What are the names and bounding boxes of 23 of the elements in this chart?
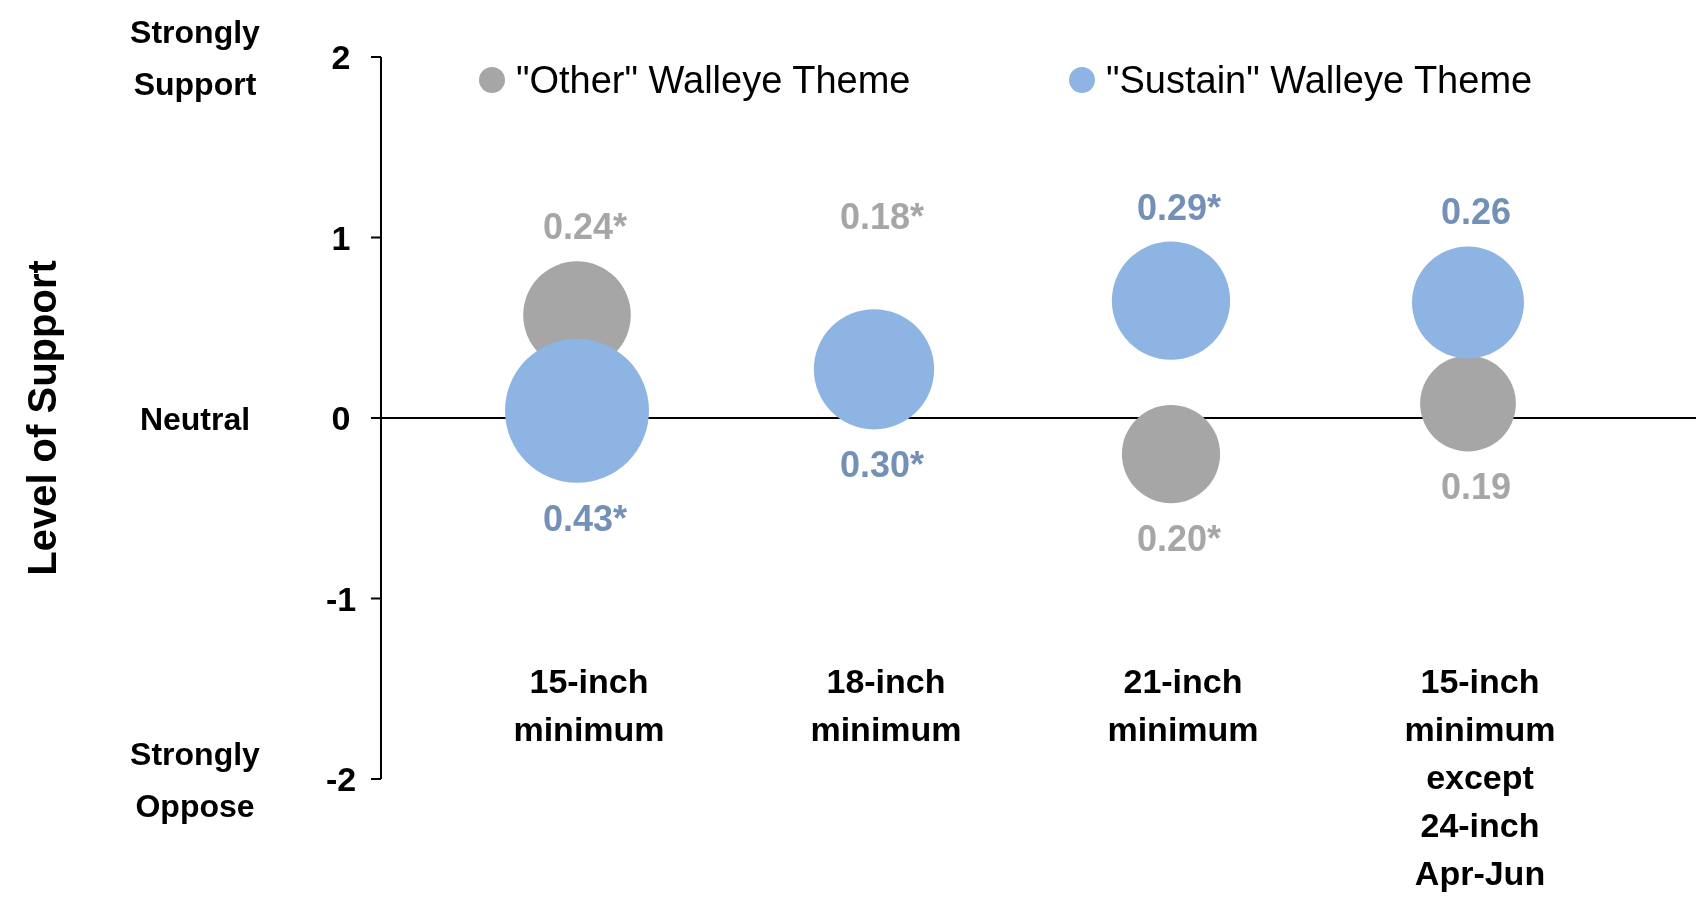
x-tick-label: 18-inch minimum xyxy=(810,661,962,748)
x-tick-label: 15-inch minimum xyxy=(513,661,665,748)
y-tick-label: 0 xyxy=(331,399,351,437)
data-label: 0.26 xyxy=(1440,191,1512,233)
y-tick-label: 1 xyxy=(331,218,351,257)
data-label: 0.30* xyxy=(839,444,925,486)
legend-label: "Sustain" Walleye Theme xyxy=(1106,59,1533,101)
text: Neutral xyxy=(139,401,251,437)
data-label: 0.19 xyxy=(1440,466,1512,508)
x-tick-label: 15-inch minimum except 24-inch Apr-Jun xyxy=(1404,661,1556,892)
y-tick-label: 2 xyxy=(331,38,351,76)
text: Level of Support xyxy=(20,260,64,576)
text: Strongly Oppose xyxy=(130,736,261,824)
data-label: 0.29* xyxy=(1136,186,1222,228)
text: 0.18* xyxy=(839,196,925,238)
text: Strongly Support xyxy=(130,14,261,102)
y-tick-label: -2 xyxy=(325,760,357,798)
x-tick-label: 21-inch minimum xyxy=(1107,661,1259,748)
data-label: 0.20* xyxy=(1136,518,1222,560)
legend-label: "Other" Walleye Theme xyxy=(516,59,911,101)
data-label: 0.24* xyxy=(542,206,628,248)
data-label: 0.43* xyxy=(542,497,628,539)
y-tick-label: -1 xyxy=(325,579,357,618)
